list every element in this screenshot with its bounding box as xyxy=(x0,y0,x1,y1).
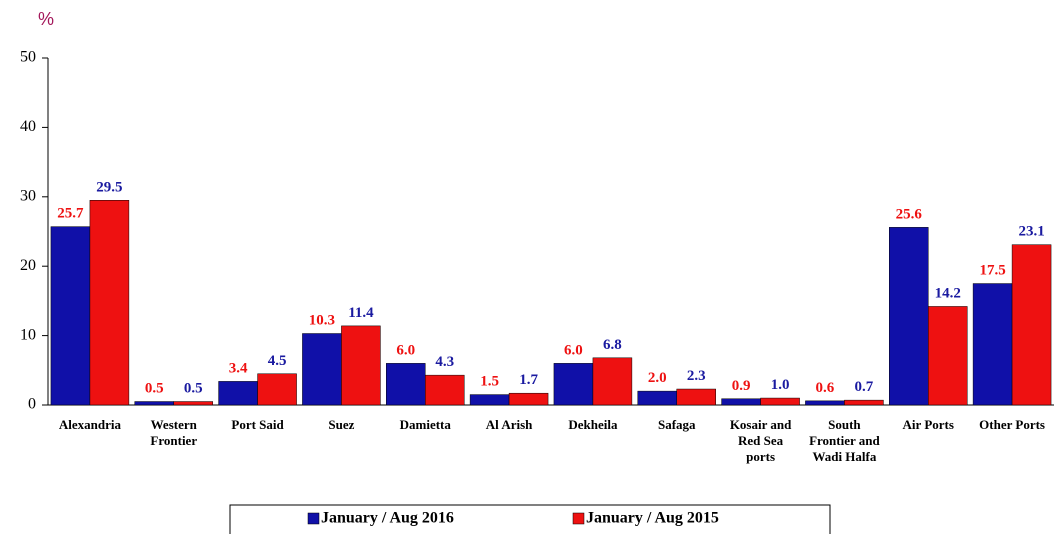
value-label: 0.9 xyxy=(732,378,751,394)
value-label: 0.5 xyxy=(145,381,164,397)
bar xyxy=(889,227,929,406)
value-label: 25.7 xyxy=(57,206,84,222)
value-label: 14.2 xyxy=(935,285,961,301)
bar xyxy=(553,363,594,406)
legend-swatch xyxy=(307,512,320,525)
x-tick-label: Air Ports xyxy=(902,417,954,432)
y-tick-label: 50 xyxy=(20,49,36,66)
x-tick-label: Safaga xyxy=(657,417,696,432)
value-label: 0.7 xyxy=(855,379,874,395)
x-tick-label: Alexandria xyxy=(58,417,121,432)
bar xyxy=(469,394,510,406)
bar xyxy=(173,401,213,406)
x-tick-label: Port Said xyxy=(231,417,284,432)
value-label: 1.0 xyxy=(771,377,790,393)
bar xyxy=(676,388,716,406)
bar xyxy=(972,283,1013,406)
value-label: 29.5 xyxy=(96,179,122,195)
value-label: 6.8 xyxy=(603,337,622,353)
value-label: 1.5 xyxy=(480,374,499,390)
bar xyxy=(89,200,130,406)
value-label: 25.6 xyxy=(896,206,923,222)
legend-label: January / Aug 2015 xyxy=(586,510,719,527)
value-label: 17.5 xyxy=(979,263,1005,279)
value-label: 6.0 xyxy=(396,342,415,358)
value-label: 6.0 xyxy=(564,342,583,358)
value-label: 0.6 xyxy=(816,380,835,396)
y-tick-label: 10 xyxy=(20,326,36,343)
legend-label: January / Aug 2016 xyxy=(321,510,454,527)
bar xyxy=(50,226,91,406)
x-tick-label: Suez xyxy=(328,417,355,432)
value-label: 4.5 xyxy=(268,353,287,369)
x-tick-label: Al Arish xyxy=(485,417,533,432)
value-label: 2.3 xyxy=(687,368,706,384)
bar xyxy=(844,399,884,406)
value-label: 3.4 xyxy=(229,360,248,376)
bar xyxy=(218,381,258,406)
bar xyxy=(425,374,465,406)
y-tick-label: 0 xyxy=(28,396,36,413)
y-axis-label: % xyxy=(38,9,54,29)
legend-swatch xyxy=(572,512,585,525)
legend-box xyxy=(229,504,831,534)
value-label: 0.5 xyxy=(184,381,203,397)
y-tick-label: 20 xyxy=(20,257,36,274)
y-tick-label: 30 xyxy=(20,187,36,204)
value-label: 2.0 xyxy=(648,370,667,386)
bar xyxy=(760,397,800,406)
bar xyxy=(721,398,761,406)
bar xyxy=(134,401,174,406)
x-tick-label: Kosair and Red Sea ports xyxy=(729,417,792,464)
value-label: 23.1 xyxy=(1018,224,1044,240)
bar xyxy=(928,306,968,406)
value-label: 10.3 xyxy=(309,313,335,329)
bar xyxy=(302,333,342,406)
bar xyxy=(386,363,426,406)
x-tick-label: Damietta xyxy=(399,417,451,432)
bar xyxy=(1011,244,1052,406)
bar xyxy=(257,373,297,406)
value-label: 11.4 xyxy=(348,305,374,321)
value-label: 1.7 xyxy=(519,372,538,388)
x-tick-label: Dekheila xyxy=(568,417,618,432)
bar xyxy=(637,390,678,406)
bar xyxy=(805,400,845,406)
bar xyxy=(341,325,381,406)
x-tick-label: Western Frontier xyxy=(150,417,198,448)
x-tick-label: South Frontier and Wadi Halfa xyxy=(809,417,880,464)
bar xyxy=(508,392,549,406)
y-tick-label: 40 xyxy=(20,118,36,135)
bar xyxy=(592,357,633,406)
value-label: 4.3 xyxy=(435,354,454,370)
x-tick-label: Other Ports xyxy=(979,417,1045,432)
